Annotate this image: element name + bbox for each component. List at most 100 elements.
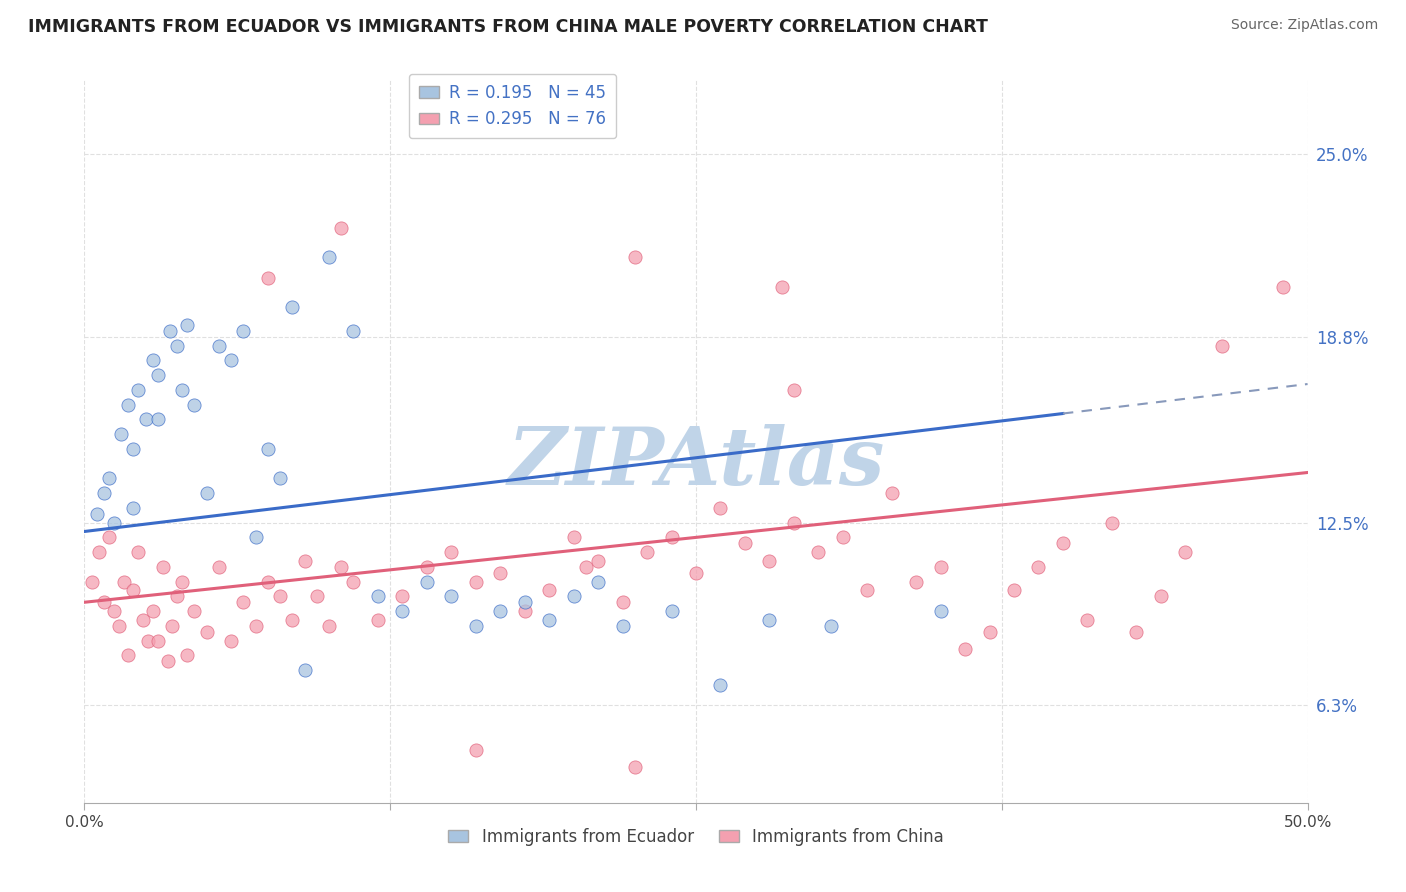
Point bbox=[1150, 590, 1173, 604]
Point bbox=[880, 486, 903, 500]
Point bbox=[117, 398, 139, 412]
Point bbox=[586, 574, 609, 589]
Point bbox=[538, 583, 561, 598]
Point bbox=[257, 442, 280, 456]
Point bbox=[1052, 536, 1074, 550]
Point bbox=[142, 353, 165, 368]
Point bbox=[80, 574, 103, 589]
Point bbox=[464, 742, 486, 756]
Point bbox=[166, 590, 188, 604]
Point bbox=[709, 500, 731, 515]
Point bbox=[758, 613, 780, 627]
Legend: Immigrants from Ecuador, Immigrants from China: Immigrants from Ecuador, Immigrants from… bbox=[441, 821, 950, 852]
Point bbox=[195, 624, 218, 639]
Point bbox=[661, 604, 683, 618]
Point bbox=[162, 619, 184, 633]
Point bbox=[122, 442, 145, 456]
Point bbox=[117, 648, 139, 663]
Point bbox=[367, 590, 389, 604]
Point bbox=[1211, 339, 1233, 353]
Point bbox=[257, 574, 280, 589]
Point bbox=[103, 516, 125, 530]
Point bbox=[166, 339, 188, 353]
Point bbox=[305, 590, 328, 604]
Point bbox=[318, 619, 340, 633]
Point bbox=[127, 383, 149, 397]
Point bbox=[416, 560, 439, 574]
Point bbox=[905, 574, 928, 589]
Point bbox=[172, 383, 194, 397]
Point bbox=[624, 760, 647, 774]
Text: Source: ZipAtlas.com: Source: ZipAtlas.com bbox=[1230, 18, 1378, 32]
Point bbox=[953, 642, 976, 657]
Point bbox=[195, 486, 218, 500]
Point bbox=[464, 619, 486, 633]
Point bbox=[330, 560, 353, 574]
Point bbox=[929, 604, 952, 618]
Point bbox=[183, 604, 205, 618]
Point bbox=[135, 412, 157, 426]
Point bbox=[269, 590, 291, 604]
Point bbox=[1028, 560, 1050, 574]
Point bbox=[103, 604, 125, 618]
Point bbox=[245, 619, 267, 633]
Point bbox=[87, 545, 110, 559]
Point bbox=[183, 398, 205, 412]
Point bbox=[661, 530, 683, 544]
Point bbox=[294, 663, 316, 677]
Point bbox=[97, 471, 120, 485]
Point bbox=[685, 566, 707, 580]
Point bbox=[146, 368, 169, 383]
Text: ZIPAtlas: ZIPAtlas bbox=[508, 425, 884, 502]
Point bbox=[391, 604, 413, 618]
Point bbox=[146, 633, 169, 648]
Point bbox=[1272, 279, 1295, 293]
Point bbox=[367, 613, 389, 627]
Point bbox=[232, 324, 254, 338]
Point bbox=[586, 554, 609, 568]
Point bbox=[281, 301, 304, 315]
Point bbox=[489, 604, 512, 618]
Point bbox=[86, 507, 108, 521]
Point bbox=[1174, 545, 1197, 559]
Point bbox=[159, 324, 181, 338]
Point bbox=[612, 619, 634, 633]
Point bbox=[342, 574, 364, 589]
Point bbox=[107, 619, 129, 633]
Point bbox=[281, 613, 304, 627]
Point bbox=[208, 560, 231, 574]
Point bbox=[1076, 613, 1098, 627]
Point bbox=[219, 633, 242, 648]
Point bbox=[575, 560, 598, 574]
Point bbox=[513, 595, 536, 609]
Point bbox=[807, 545, 830, 559]
Point bbox=[176, 648, 198, 663]
Point bbox=[122, 500, 145, 515]
Point bbox=[93, 486, 115, 500]
Point bbox=[416, 574, 439, 589]
Point bbox=[513, 604, 536, 618]
Text: IMMIGRANTS FROM ECUADOR VS IMMIGRANTS FROM CHINA MALE POVERTY CORRELATION CHART: IMMIGRANTS FROM ECUADOR VS IMMIGRANTS FR… bbox=[28, 18, 988, 36]
Point bbox=[440, 590, 463, 604]
Point bbox=[831, 530, 853, 544]
Point bbox=[783, 516, 806, 530]
Point bbox=[734, 536, 756, 550]
Point bbox=[538, 613, 561, 627]
Point bbox=[176, 318, 198, 332]
Point bbox=[269, 471, 291, 485]
Point bbox=[856, 583, 879, 598]
Point bbox=[294, 554, 316, 568]
Point bbox=[929, 560, 952, 574]
Point bbox=[156, 654, 179, 668]
Point bbox=[122, 583, 145, 598]
Point bbox=[391, 590, 413, 604]
Point bbox=[1125, 624, 1147, 639]
Point bbox=[1101, 516, 1123, 530]
Point bbox=[93, 595, 115, 609]
Point bbox=[440, 545, 463, 559]
Point bbox=[612, 595, 634, 609]
Point bbox=[562, 590, 585, 604]
Point bbox=[770, 279, 793, 293]
Point bbox=[142, 604, 165, 618]
Point bbox=[636, 545, 658, 559]
